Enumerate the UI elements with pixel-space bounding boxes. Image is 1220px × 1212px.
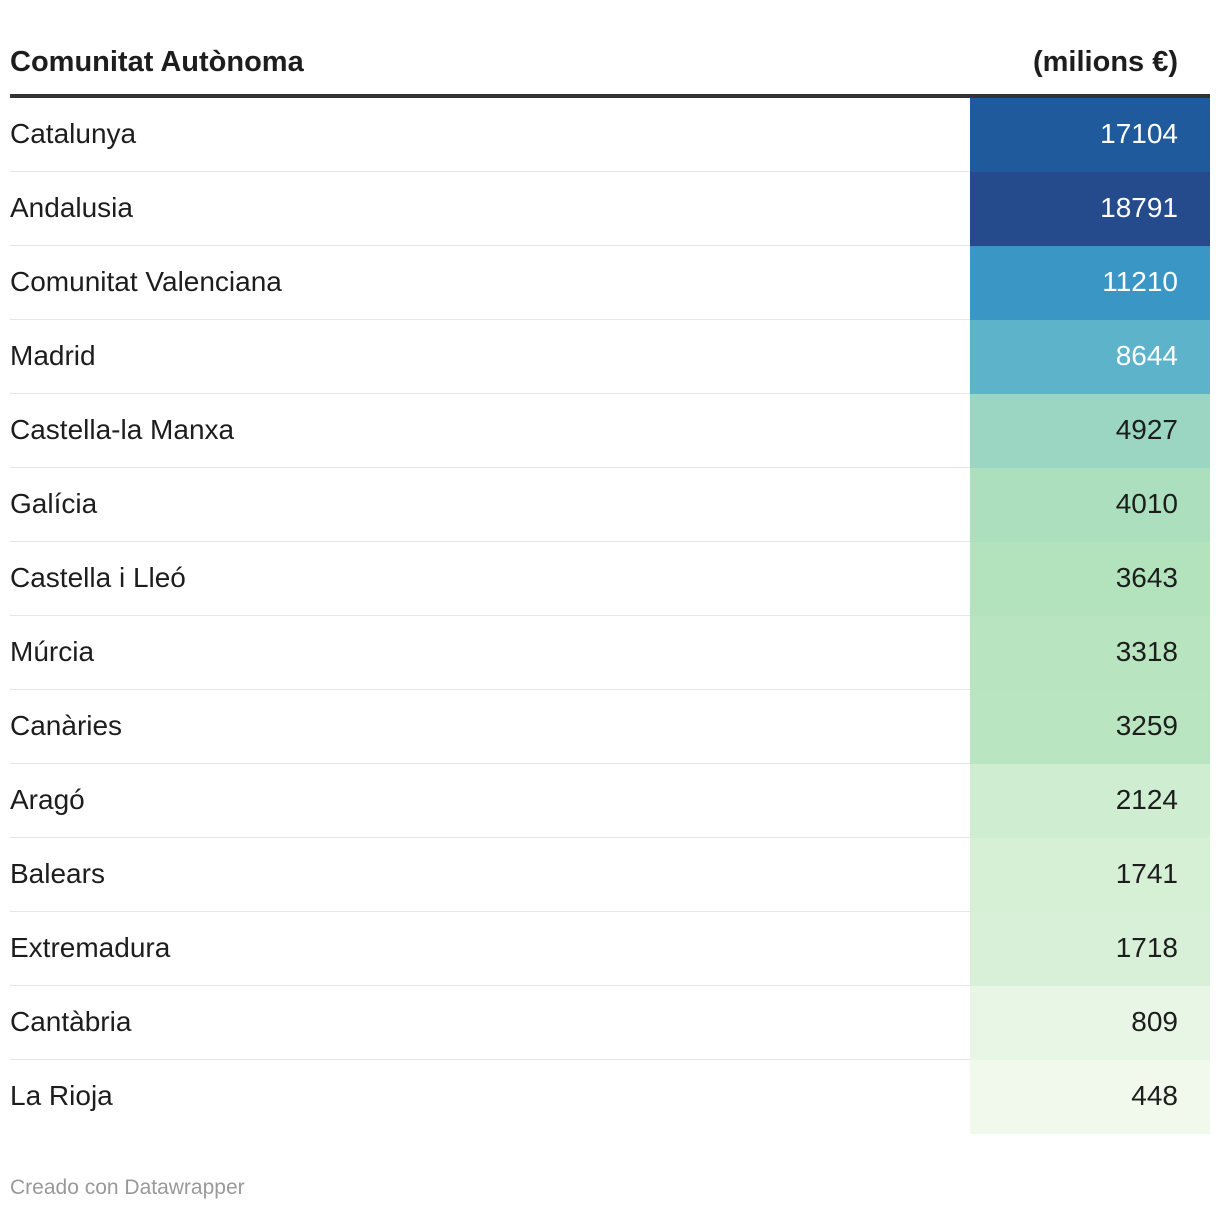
data-table: Comunitat Autònoma (milions €) Catalunya… (10, 28, 1210, 1134)
value-cell: 2124 (970, 764, 1210, 838)
region-name: Balears (10, 858, 105, 889)
region-name: Galícia (10, 488, 98, 519)
table-row: Balears 1741 (10, 838, 1210, 912)
table-row: Aragó 2124 (10, 764, 1210, 838)
region-name: Cantàbria (10, 1006, 132, 1037)
region-name: Múrcia (10, 636, 95, 667)
value-cell: 3318 (970, 616, 1210, 690)
value-cell: 8644 (970, 320, 1210, 394)
value-cell: 1718 (970, 912, 1210, 986)
table-row: Castella i Lleó 3643 (10, 542, 1210, 616)
value-cell: 18791 (970, 172, 1210, 246)
region-name: Madrid (10, 340, 96, 371)
table-row: La Rioja 448 (10, 1060, 1210, 1134)
value-cell: 4927 (970, 394, 1210, 468)
region-name: La Rioja (10, 1080, 113, 1111)
table-body: Catalunya 17104 Andalusia 18791 Comunitat Va… (10, 98, 1210, 1134)
table-row: Castella-la Manxa 4927 (10, 394, 1210, 468)
table-row: Cantàbria 809 (10, 986, 1210, 1060)
region-name: Andalusia (10, 192, 133, 223)
table-row: Múrcia 3318 (10, 616, 1210, 690)
region-name: Castella-la Manxa (10, 414, 235, 445)
region-name: Castella i Lleó (10, 562, 186, 593)
column-header-region[interactable]: Comunitat Autònoma (10, 46, 304, 78)
value-cell: 448 (970, 1060, 1210, 1134)
table-row: Comunitat Valenciana 11210 (10, 246, 1210, 320)
value-cell: 17104 (970, 98, 1210, 172)
table-row: Madrid 8644 (10, 320, 1210, 394)
region-name: Catalunya (10, 118, 137, 149)
table-row: Galícia 4010 (10, 468, 1210, 542)
value-cell: 3259 (970, 690, 1210, 764)
value-cell: 809 (970, 986, 1210, 1060)
region-name: Canàries (10, 710, 123, 741)
region-name: Aragó (10, 784, 85, 815)
table-row: Catalunya 17104 (10, 98, 1210, 172)
region-name: Extremadura (10, 932, 171, 963)
value-cell: 11210 (970, 246, 1210, 320)
credit-footer: Creado con Datawrapper (10, 1176, 245, 1199)
column-header-value[interactable]: (milions €) (1032, 46, 1178, 78)
table-row: Andalusia 18791 (10, 172, 1210, 246)
table-header: Comunitat Autònoma (milions €) (10, 28, 1210, 98)
table-row: Canàries 3259 (10, 690, 1210, 764)
value-cell: 1741 (970, 838, 1210, 912)
value-cell: 4010 (970, 468, 1210, 542)
table-row: Extremadura 1718 (10, 912, 1210, 986)
region-name: Comunitat Valenciana (10, 266, 282, 297)
value-cell: 3643 (970, 542, 1210, 616)
